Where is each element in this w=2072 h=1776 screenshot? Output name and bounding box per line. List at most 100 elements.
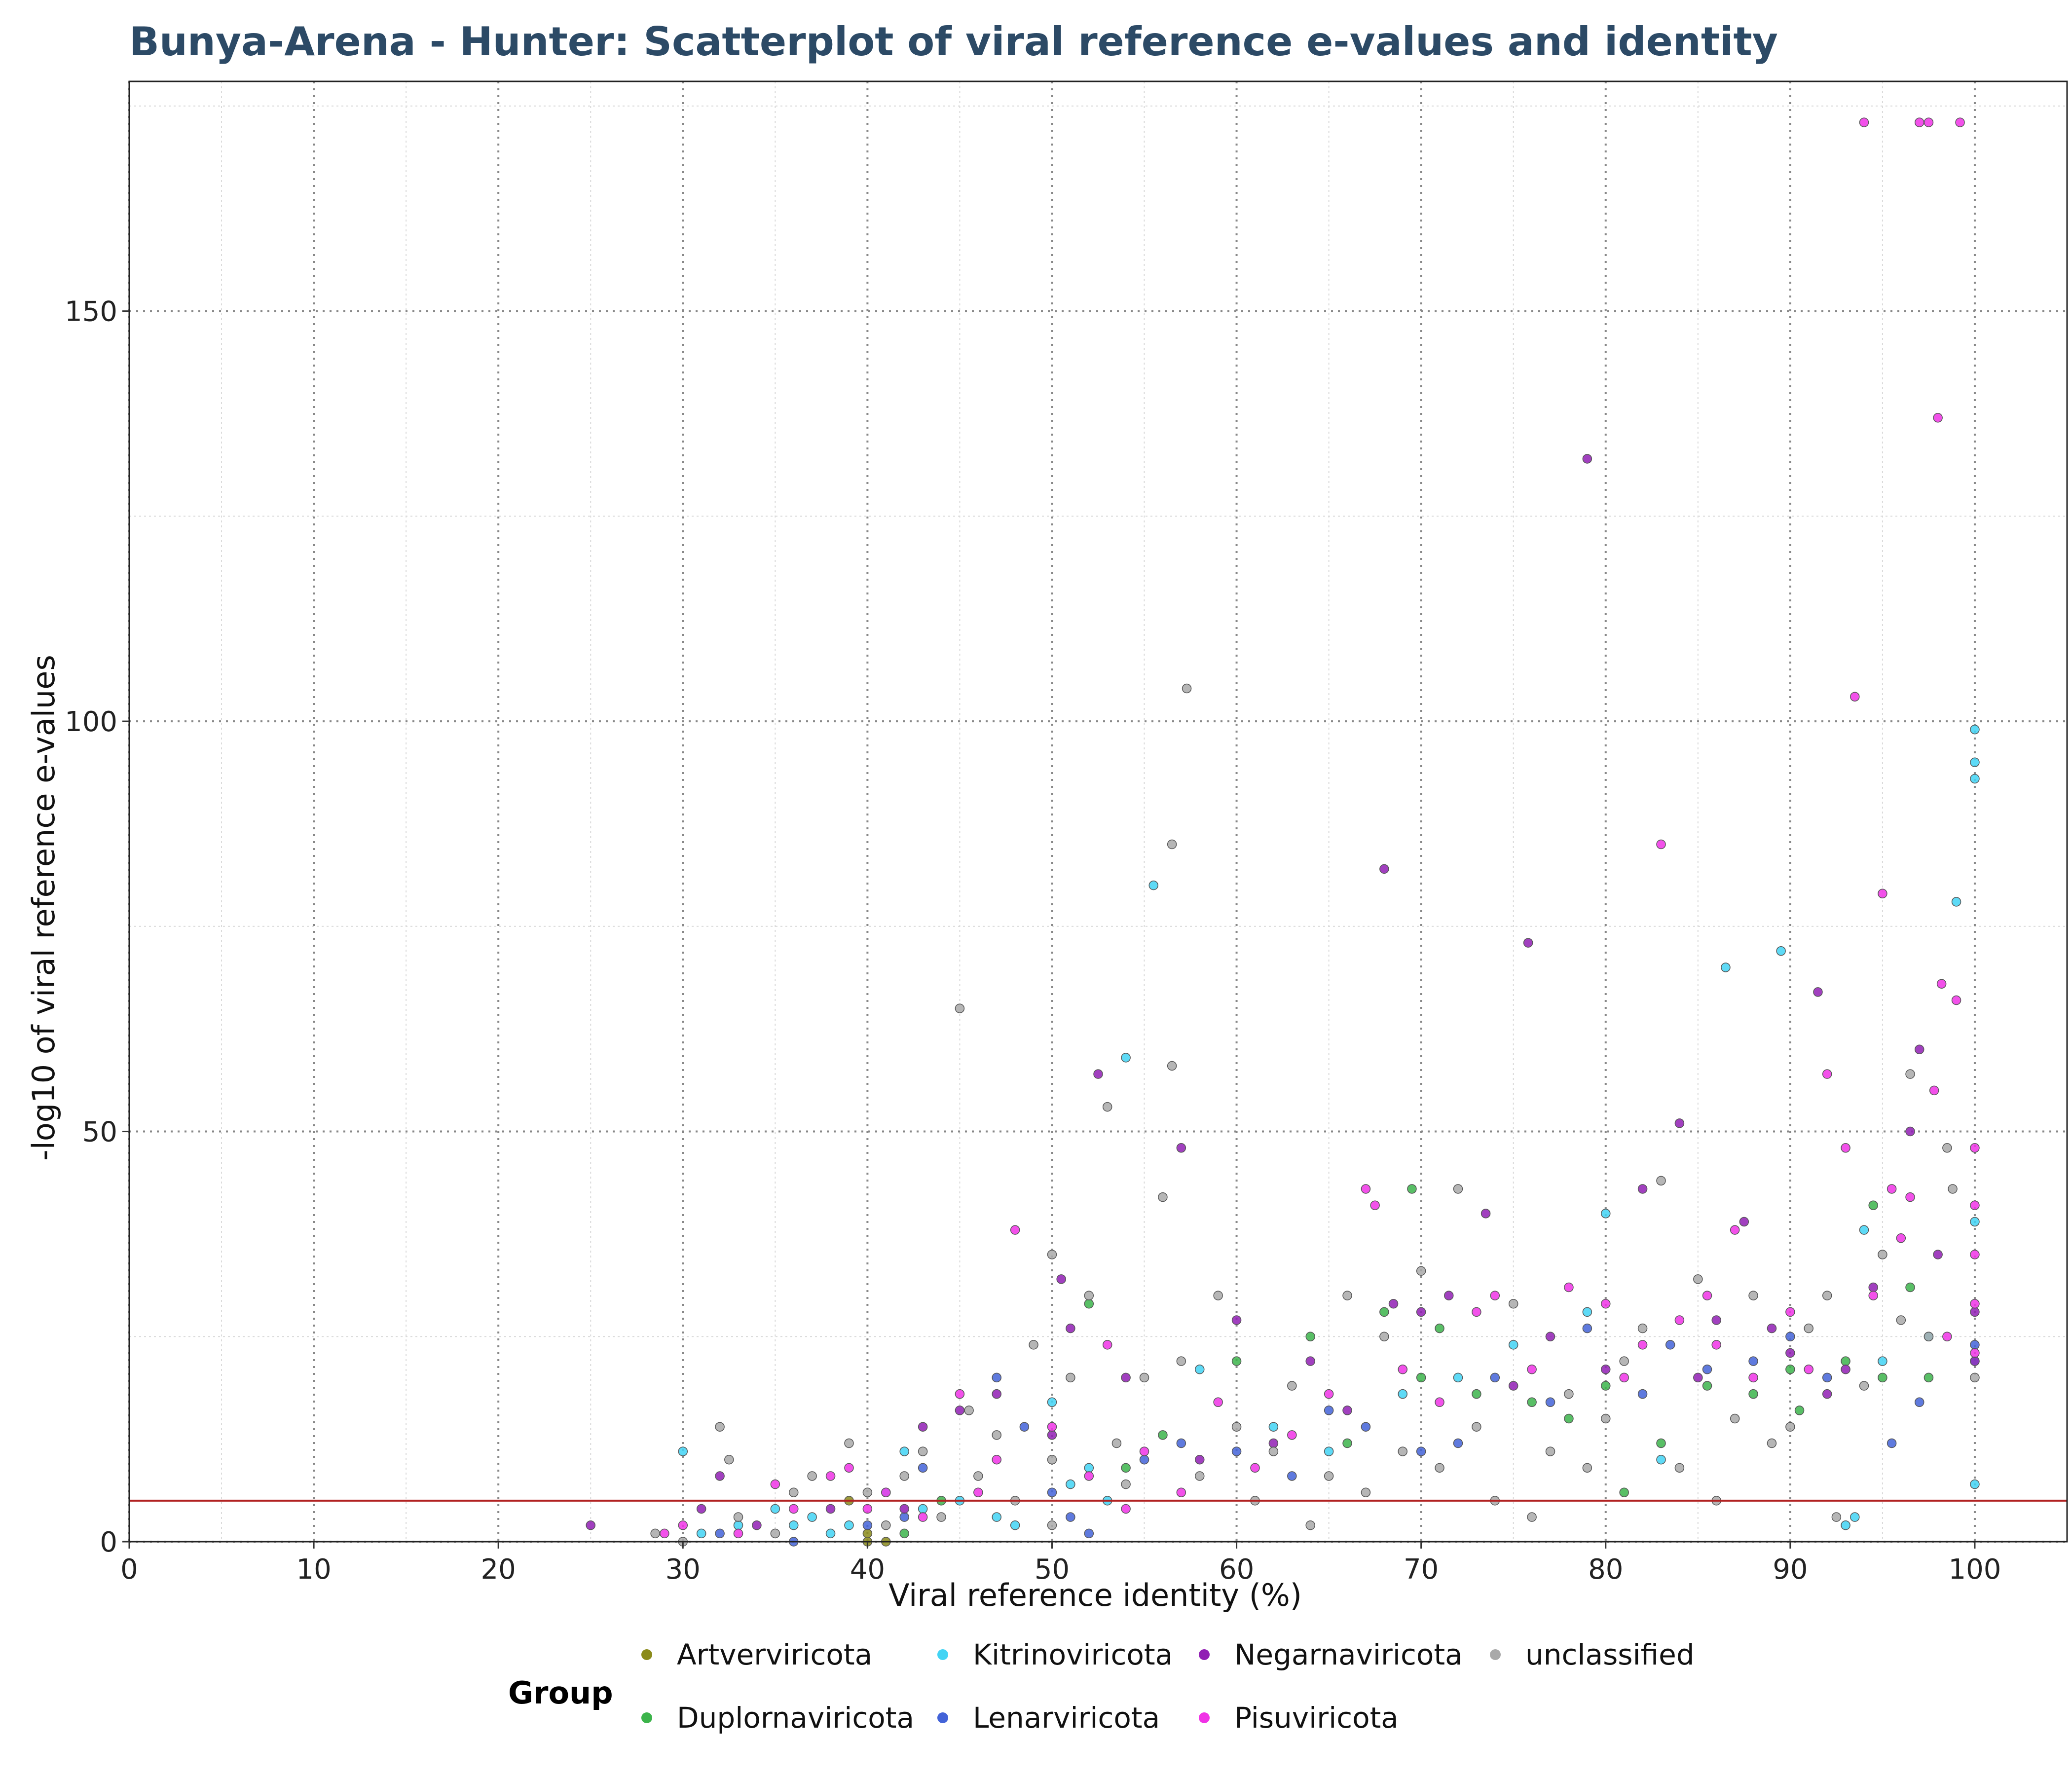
data-point — [1656, 1438, 1666, 1448]
data-point — [1785, 1422, 1795, 1432]
data-point — [1665, 1340, 1675, 1350]
plot-frame — [128, 80, 2068, 1543]
data-point — [1195, 1365, 1205, 1374]
data-point — [918, 1463, 928, 1473]
data-point — [1767, 1438, 1777, 1448]
data-point — [1785, 1307, 1795, 1317]
legend-item: Duplornaviricota — [641, 1701, 914, 1735]
data-point — [1453, 1184, 1463, 1194]
data-point — [1121, 1372, 1131, 1383]
data-point — [1435, 1397, 1444, 1407]
data-point — [955, 1003, 965, 1013]
data-point — [770, 1479, 780, 1489]
data-point — [1121, 1053, 1131, 1063]
data-point — [1047, 1520, 1057, 1530]
data-point — [1407, 1184, 1417, 1194]
legend-label: unclassified — [1525, 1638, 1695, 1671]
data-point — [1674, 1463, 1685, 1473]
data-point — [1453, 1372, 1463, 1383]
data-point — [1730, 1413, 1740, 1424]
legend-label: Duplornaviricota — [677, 1701, 915, 1735]
data-point — [992, 1430, 1001, 1440]
data-point — [1010, 1520, 1020, 1530]
data-point — [1619, 1356, 1629, 1366]
data-point — [660, 1528, 669, 1539]
data-point — [1970, 1340, 1980, 1350]
data-point — [1066, 1372, 1075, 1383]
data-point — [955, 1406, 965, 1415]
data-point — [1139, 1446, 1149, 1456]
data-point — [844, 1438, 854, 1448]
data-point — [807, 1512, 817, 1522]
data-point — [1896, 1233, 1906, 1243]
data-point — [844, 1463, 854, 1473]
data-point — [1942, 1143, 1952, 1153]
data-point — [1139, 1454, 1149, 1465]
data-point — [1102, 1102, 1112, 1112]
data-point — [992, 1389, 1001, 1399]
legend-item: Kitrinoviricota — [937, 1638, 1173, 1671]
data-point — [918, 1422, 928, 1432]
data-point — [881, 1487, 891, 1497]
data-point — [1527, 1365, 1537, 1374]
x-tick-label: 100 — [1949, 1554, 2001, 1586]
data-point — [1601, 1365, 1611, 1374]
data-point — [1047, 1454, 1057, 1465]
data-point — [862, 1487, 873, 1497]
data-point — [1721, 962, 1731, 972]
data-point — [1933, 413, 1943, 423]
data-point — [1176, 1356, 1186, 1366]
data-point — [1167, 839, 1177, 850]
data-point — [1637, 1340, 1648, 1350]
data-point — [825, 1504, 836, 1514]
data-point — [788, 1520, 799, 1530]
data-point — [1942, 1332, 1952, 1342]
data-point — [1693, 1274, 1703, 1284]
legend-label: Lenarviricota — [973, 1701, 1160, 1735]
data-point — [1637, 1184, 1648, 1194]
data-point — [1711, 1315, 1721, 1325]
data-point — [1287, 1430, 1297, 1440]
data-point — [715, 1422, 725, 1432]
data-point — [1158, 1192, 1168, 1202]
legend-item: unclassified — [1490, 1638, 1695, 1671]
data-point — [825, 1471, 836, 1481]
data-point — [1268, 1438, 1279, 1448]
data-point — [1287, 1471, 1297, 1481]
data-point — [1084, 1528, 1094, 1539]
data-point — [1748, 1291, 1758, 1300]
data-point — [1444, 1291, 1454, 1300]
data-point — [1195, 1454, 1205, 1465]
data-point — [1379, 1332, 1389, 1342]
data-point — [1955, 117, 1965, 127]
data-point — [696, 1504, 706, 1514]
data-point — [1047, 1422, 1057, 1432]
data-point — [1111, 1438, 1122, 1448]
data-point — [1361, 1422, 1371, 1432]
data-point — [1951, 995, 1961, 1005]
data-point — [1361, 1184, 1371, 1194]
data-point — [1545, 1446, 1555, 1456]
data-point — [1480, 1209, 1491, 1219]
data-point — [770, 1504, 780, 1514]
data-point — [1370, 1200, 1380, 1210]
data-point — [1702, 1365, 1712, 1374]
data-point — [1914, 1397, 1924, 1407]
data-point — [862, 1520, 873, 1530]
data-point — [1213, 1291, 1223, 1300]
x-tick-label: 70 — [1404, 1554, 1439, 1586]
data-point — [752, 1520, 762, 1530]
data-point — [1388, 1299, 1399, 1309]
data-point — [1813, 987, 1823, 997]
data-point — [918, 1446, 928, 1456]
data-point — [770, 1528, 780, 1539]
y-tick-label: 150 — [65, 296, 117, 328]
data-point — [1924, 1332, 1934, 1342]
data-point — [1970, 1299, 1980, 1309]
legend-title: Group — [508, 1675, 613, 1711]
data-point — [973, 1487, 983, 1497]
data-point — [1887, 1438, 1897, 1448]
x-tick-label: 40 — [850, 1554, 885, 1586]
legend-dot — [641, 1712, 652, 1723]
data-point — [899, 1446, 909, 1456]
